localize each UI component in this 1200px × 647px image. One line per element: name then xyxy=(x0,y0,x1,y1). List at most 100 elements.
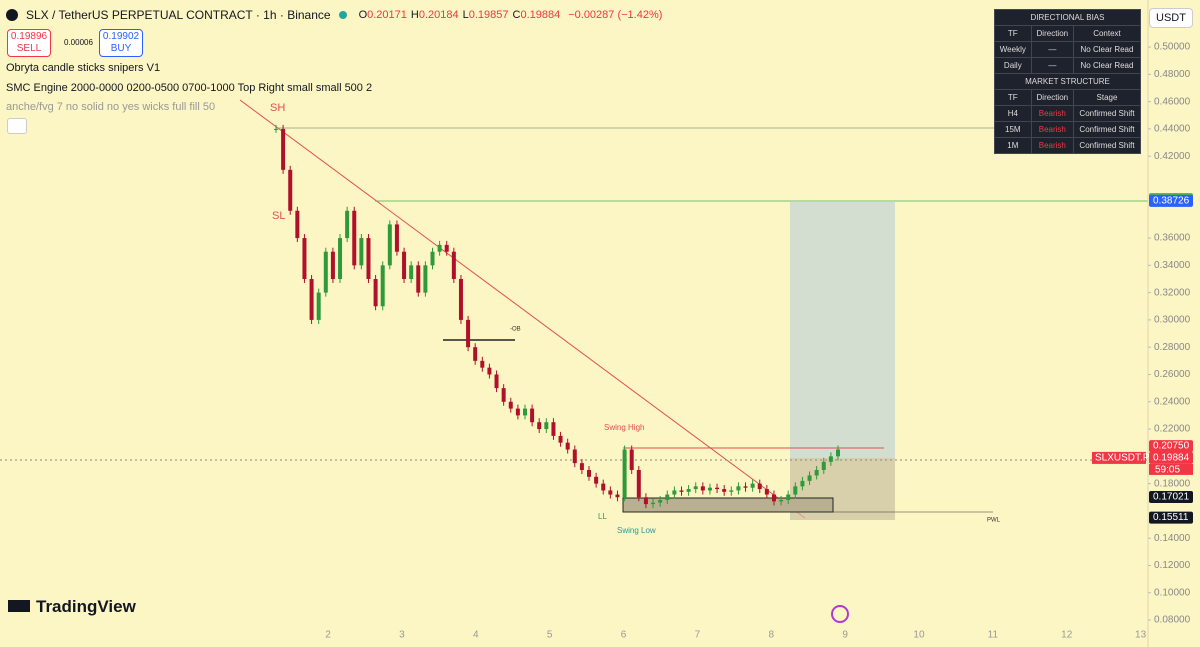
sell-button[interactable]: 0.19896 SELL xyxy=(7,29,51,57)
candle xyxy=(366,238,371,279)
candle xyxy=(757,483,762,490)
x-tick-label: 6 xyxy=(621,630,627,641)
indicator[interactable]: SMC Engine 2000-0000 0200-0500 0700-1000… xyxy=(6,82,373,94)
price-label-bg xyxy=(1149,451,1193,464)
candle xyxy=(587,469,592,477)
cell: TF xyxy=(994,89,1032,106)
y-tick-label: 0.36000 xyxy=(1154,233,1191,244)
target-zone xyxy=(790,201,895,458)
header-row: TF Direction Stage xyxy=(994,89,1141,106)
candle xyxy=(416,265,421,293)
table-title: MARKET STRUCTURE xyxy=(994,73,1141,90)
candle xyxy=(373,278,378,307)
buy-button[interactable]: 0.19902 BUY xyxy=(99,29,143,57)
currency[interactable]: USDT xyxy=(1149,8,1193,28)
collapse-button[interactable] xyxy=(7,118,27,134)
candle xyxy=(444,244,449,252)
y-tick-label: 0.32000 xyxy=(1154,287,1191,298)
candle xyxy=(330,251,335,279)
symbol-title[interactable]: SLX / TetherUS PERPETUAL CONTRACT · 1h ·… xyxy=(26,8,331,22)
candle xyxy=(281,128,286,170)
candle xyxy=(821,461,826,470)
ohlc-value: 0.19884 xyxy=(520,9,561,21)
cell: No Clear Read xyxy=(1073,57,1141,74)
candle xyxy=(437,244,442,252)
y-tick-label: 0.18000 xyxy=(1154,478,1191,489)
ohlc-label: O xyxy=(358,9,368,21)
y-tick-label: 0.22000 xyxy=(1154,424,1191,435)
candle xyxy=(608,490,613,495)
candle xyxy=(572,449,577,464)
structure-row: H4 Bearish Confirmed Shift xyxy=(994,105,1141,122)
candle xyxy=(551,422,556,436)
annotation: LL xyxy=(598,512,607,521)
annotation: -OB xyxy=(510,327,521,333)
spread: 0.00006 xyxy=(64,38,93,47)
candle xyxy=(658,499,663,503)
indicator[interactable]: Obryta candle sticks snipers V1 xyxy=(6,62,161,74)
candle xyxy=(480,360,485,368)
cell: Weekly xyxy=(994,41,1032,58)
cell: Confirmed Shift xyxy=(1073,105,1141,122)
candle xyxy=(715,487,720,490)
cell: Bearish xyxy=(1030,121,1075,138)
change: −0.00287 (−1.42%) xyxy=(568,9,663,21)
cell: Context xyxy=(1073,25,1141,42)
candle xyxy=(651,502,656,505)
structure-row: 15M Bearish Confirmed Shift xyxy=(994,121,1141,138)
cell: Bearish xyxy=(1030,137,1075,154)
ohlc: O0.20171 H0.20184 L0.19857 C0.19884 xyxy=(355,9,561,21)
candle xyxy=(686,489,691,492)
cell: Direction xyxy=(1030,25,1075,42)
annotation: SL xyxy=(272,210,285,222)
flash-icon[interactable] xyxy=(831,605,849,623)
candle xyxy=(594,476,599,484)
countdown: 59:05 xyxy=(1155,465,1180,476)
cell: H4 xyxy=(994,105,1032,122)
candle xyxy=(579,463,584,470)
cell: No Clear Read xyxy=(1073,41,1141,58)
y-tick-label: 0.48000 xyxy=(1154,69,1191,80)
y-tick-label: 0.50000 xyxy=(1154,42,1191,53)
cell: Bearish xyxy=(1030,105,1075,122)
candle xyxy=(473,347,478,361)
candles xyxy=(274,124,840,509)
y-tick-label: 0.14000 xyxy=(1154,533,1191,544)
candle xyxy=(786,494,791,500)
candle xyxy=(537,422,542,430)
price-label: 0.17021 xyxy=(1153,492,1190,503)
candle xyxy=(679,490,684,492)
candle xyxy=(629,449,634,470)
structure-row: 1M Bearish Confirmed Shift xyxy=(994,137,1141,154)
indicator[interactable]: anche/fvg 7 no solid no yes wicks full f… xyxy=(6,101,216,113)
x-tick-label: 8 xyxy=(768,630,774,641)
header: SLX / TetherUS PERPETUAL CONTRACT · 1h ·… xyxy=(6,8,662,22)
ohlc-value: 0.20171 xyxy=(367,9,407,21)
candle xyxy=(807,475,812,481)
bias-row: Daily — No Clear Read xyxy=(994,57,1141,74)
price-label-bg xyxy=(1149,511,1193,524)
header-row: TF Direction Context xyxy=(994,25,1141,42)
cell: Daily xyxy=(994,57,1032,74)
x-tick-label: 13 xyxy=(1135,630,1147,641)
candle xyxy=(302,238,307,279)
x-tick-label: 10 xyxy=(913,630,925,641)
title: DIRECTIONAL BIAS xyxy=(994,9,1141,26)
candle xyxy=(700,486,705,491)
price-label-bg xyxy=(1149,440,1193,453)
candle xyxy=(380,265,385,307)
candle xyxy=(295,210,300,239)
annotation: Swing Low xyxy=(617,526,656,535)
brand-logo xyxy=(8,600,30,612)
candle xyxy=(544,422,549,430)
candle xyxy=(501,388,506,402)
candle xyxy=(323,251,328,293)
status-dot xyxy=(338,11,347,19)
candle xyxy=(615,494,620,498)
candle xyxy=(750,483,755,488)
candle xyxy=(274,128,278,130)
candle xyxy=(672,490,677,495)
bias-row: Weekly — No Clear Read xyxy=(994,41,1141,58)
x-tick-label: 3 xyxy=(399,630,405,641)
